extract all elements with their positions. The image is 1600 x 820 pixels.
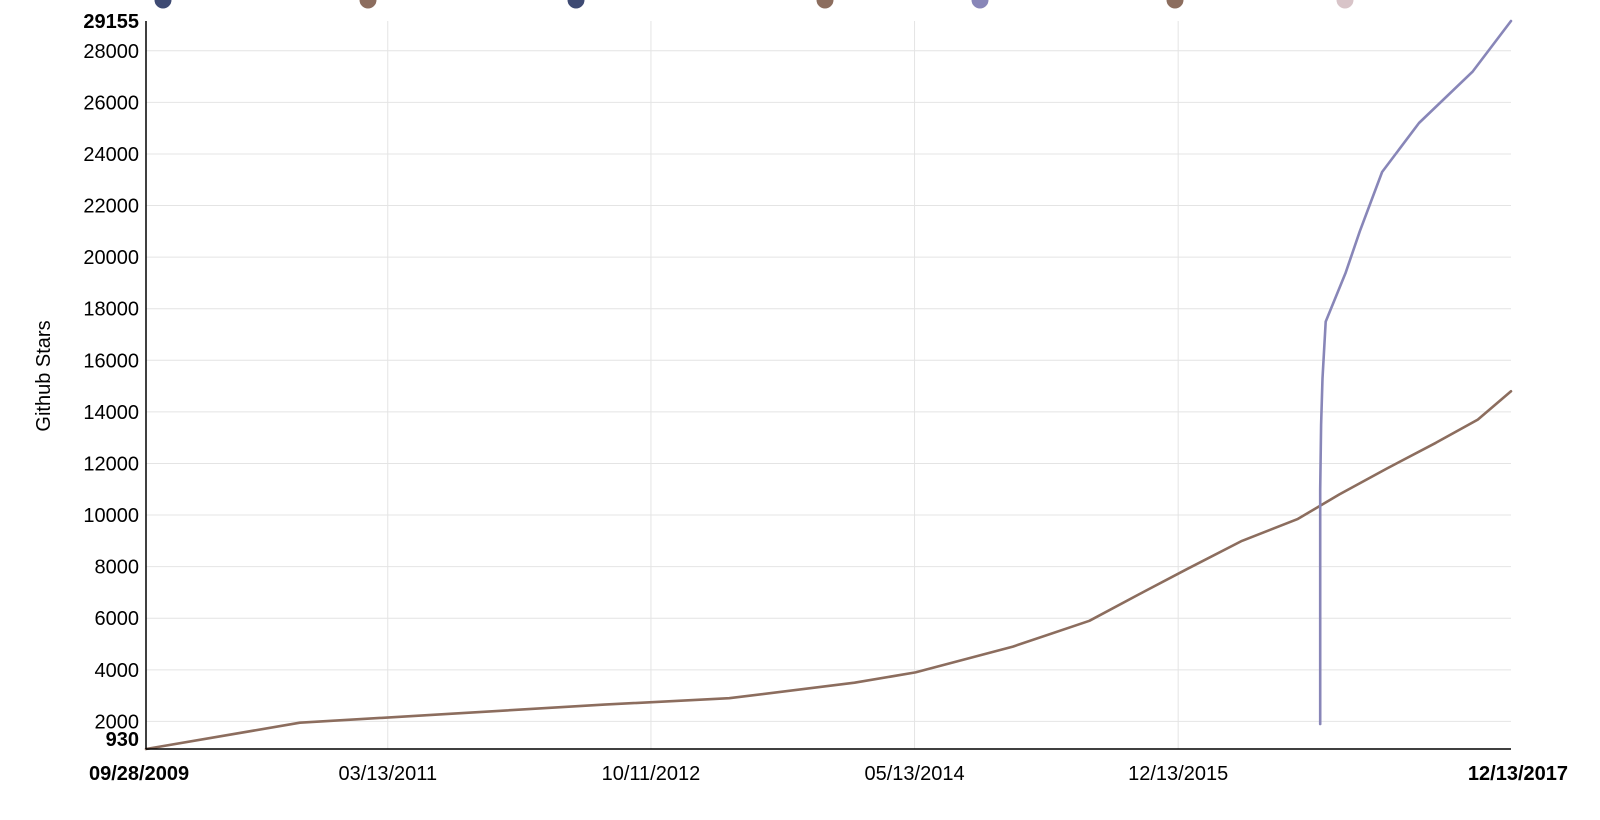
legend-dot-5 bbox=[970, 0, 990, 10]
y-tick-label: 6000 bbox=[95, 608, 140, 630]
y-tick-label: 4000 bbox=[95, 660, 140, 682]
x-tick-label: 05/13/2014 bbox=[864, 763, 964, 785]
y-max-label: 29155 bbox=[83, 11, 139, 33]
legend-dot-7 bbox=[1335, 0, 1355, 10]
chart-grid bbox=[146, 21, 1511, 749]
legend-dot-6 bbox=[1165, 0, 1185, 10]
y-tick-label: 22000 bbox=[83, 196, 139, 218]
y-tick-label: 16000 bbox=[83, 350, 139, 372]
y-tick-label: 18000 bbox=[83, 299, 139, 321]
y-tick-label: 8000 bbox=[95, 557, 140, 579]
legend-dot-2 bbox=[358, 0, 378, 10]
legend-dot-4 bbox=[815, 0, 835, 10]
y-axis-title: Github Stars bbox=[33, 320, 55, 431]
x-axis-tick-labels: 03/13/2011 10/11/2012 05/13/2014 12/13/2015… bbox=[89, 763, 1568, 785]
x-tick-label: 03/13/2011 bbox=[338, 763, 437, 785]
series-line-2 bbox=[1318, 19, 1513, 726]
y-tick-label: 12000 bbox=[83, 453, 139, 475]
legend-dot-1 bbox=[153, 0, 173, 10]
y-tick-label: 20000 bbox=[83, 247, 139, 269]
legend-dot-3 bbox=[566, 0, 586, 10]
chart-axes bbox=[145, 21, 1511, 750]
x-tick-label: 10/11/2012 bbox=[602, 763, 701, 785]
y-tick-label: 14000 bbox=[83, 402, 139, 424]
x-min-label: 09/28/2009 bbox=[89, 763, 189, 785]
legend bbox=[153, 0, 1355, 10]
x-tick-label: 12/13/2015 bbox=[1128, 763, 1228, 785]
y-tick-label: 2000 bbox=[95, 711, 140, 733]
series-line-1 bbox=[144, 390, 1513, 751]
y-tick-label: 10000 bbox=[83, 505, 139, 527]
x-max-label: 12/13/2017 bbox=[1468, 763, 1568, 785]
y-min-label: 930 bbox=[106, 729, 139, 751]
y-tick-label: 24000 bbox=[83, 144, 139, 166]
series-layer bbox=[144, 19, 1513, 751]
y-axis-tick-labels: 2000 4000 6000 8000 10000 12000 14000 16000 1800… bbox=[83, 11, 139, 751]
y-tick-label: 28000 bbox=[83, 41, 139, 63]
y-tick-label: 26000 bbox=[83, 92, 139, 114]
